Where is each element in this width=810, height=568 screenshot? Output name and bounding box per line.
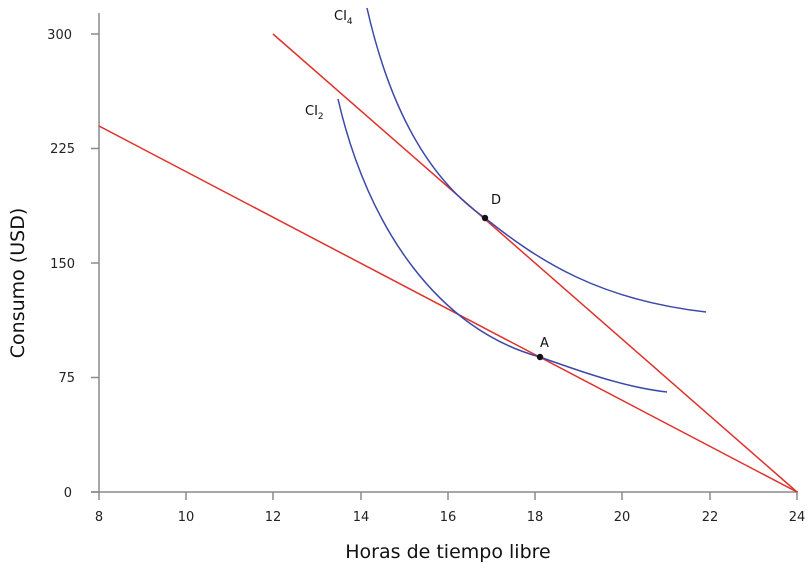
x-axis-title: Horas de tiempo libre [345,541,550,563]
point-a-marker [536,353,544,361]
axes [91,13,798,500]
x-tick-label: 10 [178,510,195,525]
x-tick-label: 16 [440,510,457,525]
y-tick-label: 0 [64,486,72,501]
x-tick-label: 14 [353,510,370,525]
point-d-label: D [491,193,501,208]
x-tick-label: 24 [789,510,806,525]
indifference-curve-ci2 [337,98,668,393]
y-tick-label: 150 [50,257,75,272]
y-tick-label: 225 [50,142,75,157]
y-tick-label: 75 [58,371,75,386]
x-tick-label: 22 [702,510,719,525]
y-axis-title: Consumo (USD) [7,208,29,358]
x-tick-label: 18 [527,510,544,525]
point-a-label: A [540,336,549,351]
point-d-marker [481,214,489,222]
budget-line-1 [98,125,798,493]
ci2-label: CI2 [305,104,324,122]
x-tick-label: 12 [265,510,282,525]
y-tick-labels: 0 75 150 225 300 [47,28,75,501]
x-tick-labels: 8 10 12 14 16 18 20 22 24 [95,510,805,525]
ci4-label: CI4 [334,9,353,27]
x-tick-label: 20 [614,510,631,525]
y-tick-label: 300 [47,28,72,43]
budget-line-2 [272,33,798,493]
x-tick-label: 8 [95,510,103,525]
